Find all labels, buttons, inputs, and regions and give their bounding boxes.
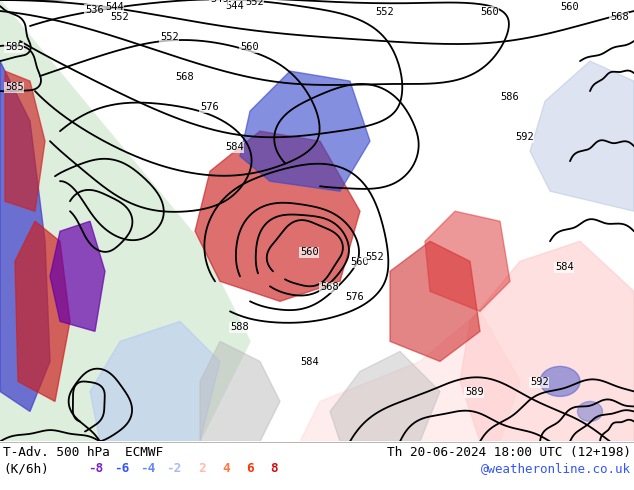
Polygon shape [300, 311, 520, 441]
Text: T-Adv. 500 hPa  ECMWF: T-Adv. 500 hPa ECMWF [3, 446, 163, 460]
Text: 589: 589 [465, 388, 484, 397]
Text: 552: 552 [375, 7, 394, 17]
Text: -4: -4 [140, 462, 155, 475]
Text: 536: 536 [85, 5, 104, 15]
Text: @weatheronline.co.uk: @weatheronline.co.uk [481, 462, 631, 475]
Text: 560: 560 [560, 2, 579, 12]
Polygon shape [530, 61, 634, 211]
Text: 2: 2 [198, 462, 205, 475]
Polygon shape [195, 131, 360, 301]
Polygon shape [0, 0, 250, 441]
Text: Th 20-06-2024 18:00 UTC (12+198): Th 20-06-2024 18:00 UTC (12+198) [387, 446, 631, 460]
Polygon shape [200, 342, 280, 441]
Polygon shape [0, 61, 50, 412]
Ellipse shape [540, 367, 580, 396]
Text: 552: 552 [245, 0, 264, 7]
Text: (K/6h): (K/6h) [3, 462, 49, 475]
Text: -8: -8 [88, 462, 103, 475]
Text: 560: 560 [240, 42, 259, 52]
Text: 576: 576 [200, 102, 219, 112]
Text: 552: 552 [160, 32, 179, 42]
Text: 544: 544 [225, 1, 243, 11]
Text: 8: 8 [270, 462, 278, 475]
Text: 584: 584 [555, 262, 574, 272]
Text: 592: 592 [530, 377, 549, 388]
Text: 592: 592 [515, 132, 534, 142]
Text: 549: 549 [210, 0, 229, 4]
Text: 560: 560 [480, 7, 499, 17]
Text: 552: 552 [110, 12, 129, 22]
Text: 568: 568 [320, 282, 339, 293]
Text: 584: 584 [300, 357, 319, 368]
Text: -6: -6 [114, 462, 129, 475]
Text: 585: 585 [5, 42, 23, 52]
Text: 585: 585 [5, 82, 23, 92]
Polygon shape [330, 351, 440, 441]
Polygon shape [390, 241, 480, 362]
Polygon shape [240, 71, 370, 191]
Ellipse shape [578, 401, 602, 421]
Polygon shape [15, 221, 70, 401]
Text: 568: 568 [175, 72, 194, 82]
Text: 584: 584 [225, 142, 243, 152]
Text: 576: 576 [345, 293, 364, 302]
Text: 588: 588 [230, 322, 249, 332]
Polygon shape [50, 221, 105, 331]
Text: 560: 560 [350, 257, 369, 267]
Text: 552: 552 [365, 252, 384, 262]
Text: 544: 544 [105, 2, 124, 12]
Polygon shape [460, 241, 634, 441]
Text: 560: 560 [300, 247, 319, 257]
Text: 4: 4 [222, 462, 230, 475]
Text: -2: -2 [166, 462, 181, 475]
Text: 6: 6 [246, 462, 254, 475]
Polygon shape [5, 71, 45, 211]
Text: 586: 586 [500, 92, 519, 102]
Text: 568: 568 [610, 12, 629, 22]
Polygon shape [425, 211, 510, 311]
Polygon shape [90, 321, 220, 441]
